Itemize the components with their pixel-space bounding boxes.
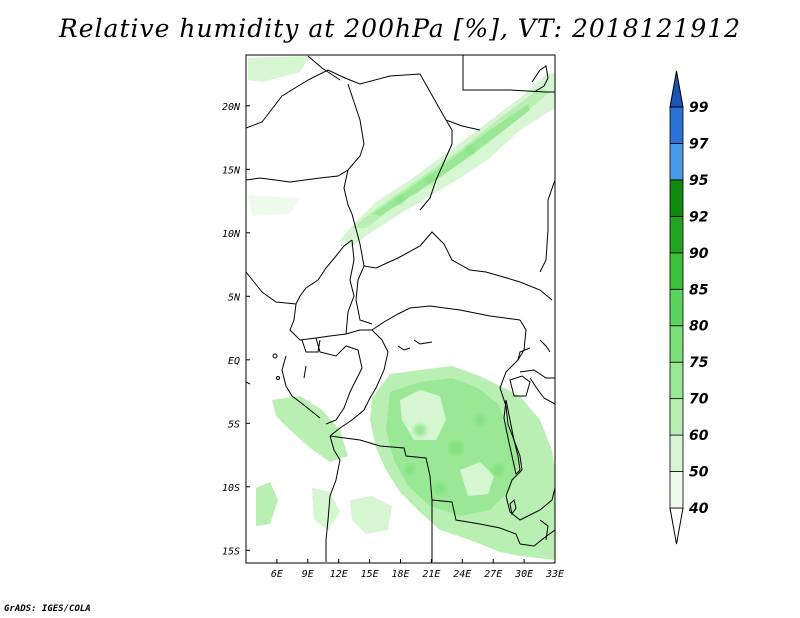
lat-tick-label: 5N (228, 292, 241, 303)
lon-tick-label: 27E (484, 569, 502, 580)
lat-tick-label: 20N (222, 102, 241, 113)
colorbar-segment (669, 471, 684, 509)
lon-tick-label: 9E (302, 569, 314, 580)
colorbar-label: 90 (689, 246, 709, 262)
colorbar-segment (669, 434, 684, 472)
longitude-axis: 6E 9E 12E 15E 18E 21E 24E 27E 30E 33E (271, 559, 564, 580)
lon-tick-label: 33E (545, 569, 564, 580)
colorbar-label: 85 (689, 282, 709, 298)
latitude-axis: 20N 15N 10N 5N EQ 5S 10S 15S (222, 102, 250, 557)
colorbar-top-triangle (669, 70, 684, 108)
colorbar-segment (669, 288, 684, 327)
colorbar-bottom-triangle (669, 507, 684, 545)
lon-tick-label: 30E (514, 569, 533, 580)
lat-tick-label: 15S (222, 546, 240, 557)
colorbar-label: 70 (689, 392, 709, 408)
colorbar-label: 97 (689, 136, 709, 152)
lat-tick-label: 5S (228, 419, 240, 430)
colorbar-label: 75 (689, 355, 709, 371)
lon-tick-label: 21E (422, 569, 440, 580)
country-borders (246, 55, 555, 562)
colorbar-segment (669, 179, 684, 217)
colorbar-segment (669, 143, 684, 181)
colorbar-label: 92 (689, 209, 708, 225)
lon-tick-label: 18E (391, 569, 409, 580)
colorbar-label: 95 (689, 173, 709, 189)
colorbar-label: 99 (689, 100, 709, 116)
lon-tick-label: 6E (271, 569, 283, 580)
colorbar-segment (669, 106, 684, 144)
colorbar-segment (669, 325, 684, 363)
colorbar-label: 40 (688, 501, 709, 517)
colorbar-label: 60 (689, 428, 709, 444)
lon-tick-label: 24E (453, 569, 471, 580)
lat-tick-label: 15N (222, 165, 241, 176)
grads-credit: GrADS: IGES/COLA (4, 604, 91, 614)
colorbar-segment (669, 252, 684, 290)
lon-tick-label: 12E (330, 569, 348, 580)
colorbar-label: 80 (689, 319, 709, 335)
colorbar-label: 50 (689, 465, 709, 481)
lon-tick-label: 15E (361, 569, 379, 580)
lat-tick-label: EQ (228, 356, 240, 367)
humidity-shading (248, 56, 555, 560)
map-title: Relative humidity at 200hPa [%], VT: 201… (58, 14, 742, 43)
lat-tick-label: 10S (222, 483, 240, 494)
colorbar-segment (669, 398, 684, 436)
colorbar-segment (669, 215, 684, 254)
colorbar-segment (669, 361, 684, 400)
lat-tick-label: 10N (222, 229, 241, 240)
colorbar: 99 97 95 92 90 85 80 75 70 60 50 40 (669, 70, 709, 545)
